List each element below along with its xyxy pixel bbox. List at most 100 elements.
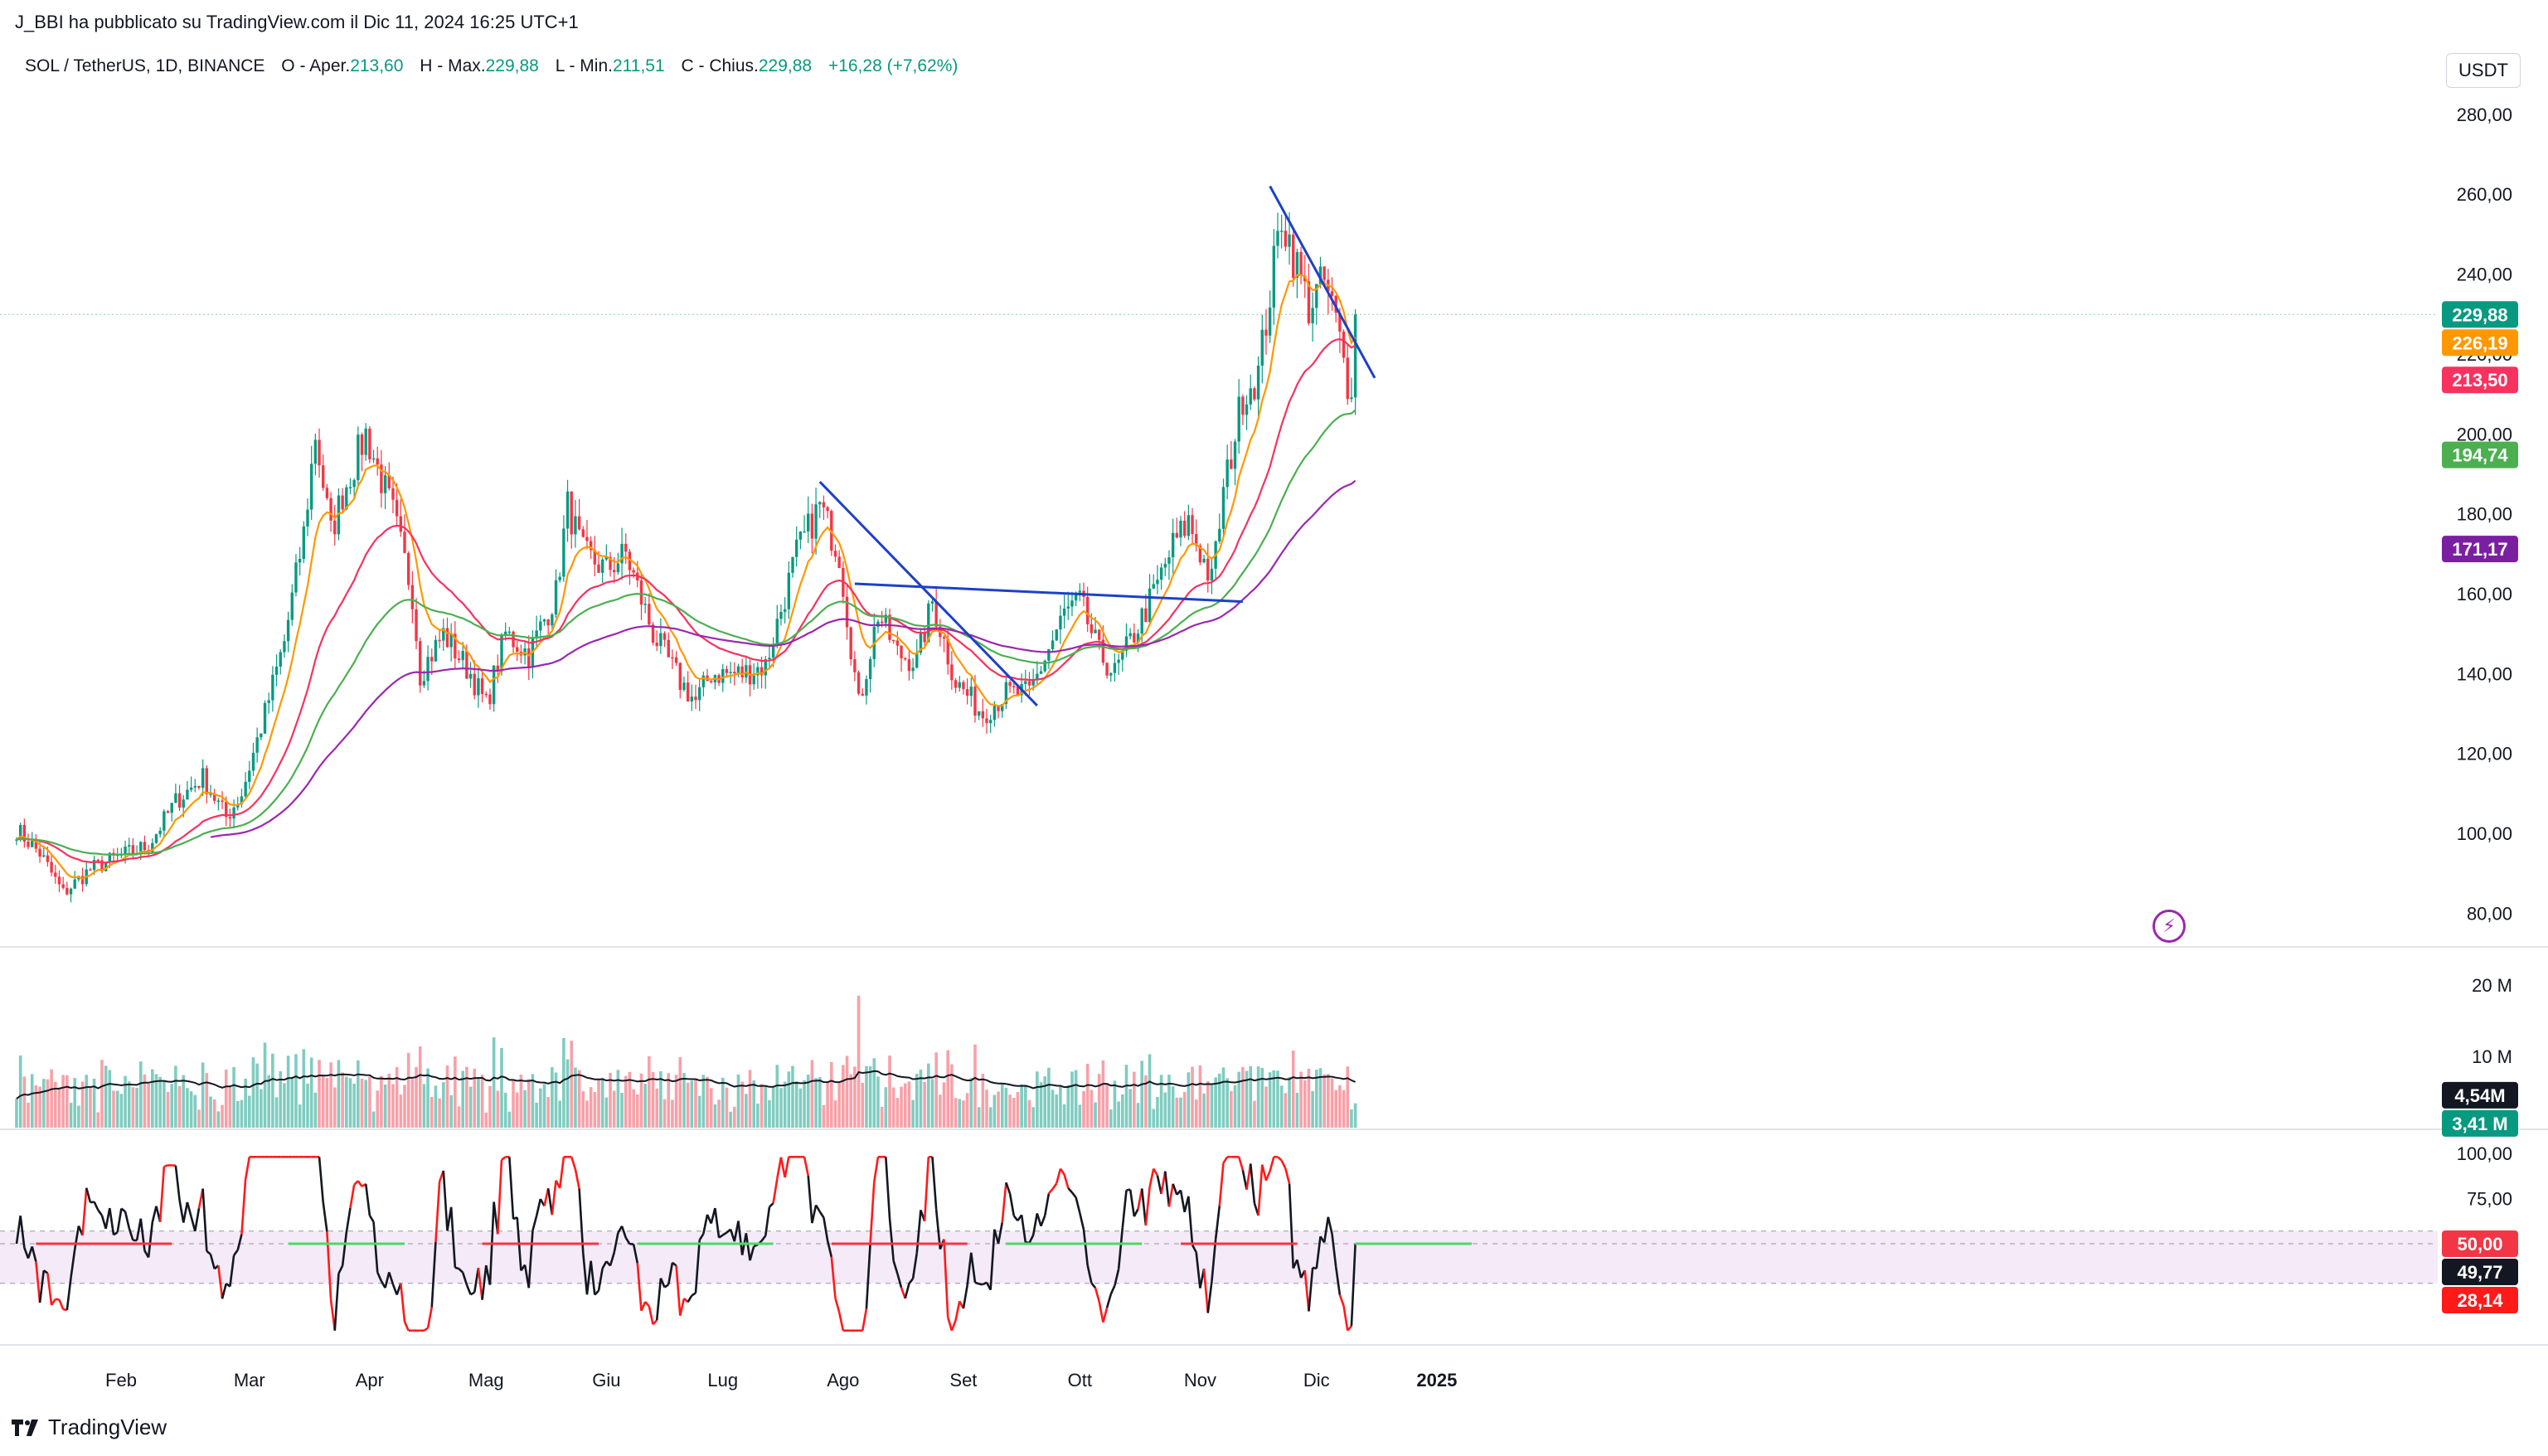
oscillator-segment: [694, 1240, 701, 1293]
oscillator-segment: [1308, 1267, 1314, 1312]
oscillator-segment: [624, 1237, 631, 1245]
volume-bar: [345, 1076, 348, 1128]
volume-bar: [321, 1075, 325, 1128]
volume-bar: [228, 1086, 232, 1128]
candle-body: [1353, 314, 1357, 398]
volume-average-line: [16, 1070, 1356, 1099]
candle-body: [151, 842, 154, 852]
oscillator-segment: [1264, 1170, 1271, 1182]
volume-bar: [604, 1097, 609, 1128]
volume-bar: [147, 1083, 150, 1128]
volume-bar: [1167, 1075, 1171, 1128]
candle-body: [1241, 396, 1245, 415]
candle-body: [322, 465, 325, 488]
volume-bar: [77, 1105, 80, 1128]
volume-bar: [1105, 1084, 1109, 1128]
volume-bar: [1109, 1109, 1113, 1128]
candle-body: [205, 768, 209, 794]
volume-bar: [527, 1079, 531, 1128]
candle-body: [814, 504, 818, 539]
volume-bar: [768, 1099, 771, 1128]
oscillator-segment: [1303, 1269, 1310, 1312]
candle-body: [488, 694, 492, 705]
volume-bar: [950, 1064, 954, 1128]
oscillator-segment: [1128, 1189, 1136, 1217]
currency-button[interactable]: USDT: [2446, 53, 2521, 88]
price-tick-label: 200,00: [2457, 424, 2512, 444]
volume-bar: [1288, 1077, 1291, 1128]
volume-bar: [1144, 1075, 1148, 1128]
volume-bar: [822, 1104, 826, 1128]
oscillator-line: [15, 1155, 1472, 1332]
oscillator-segment: [1214, 1206, 1221, 1240]
volume-bar: [387, 1073, 391, 1128]
oscillator-segment: [178, 1200, 185, 1223]
candle-body: [527, 648, 531, 667]
oscillator-segment: [233, 1249, 239, 1256]
oscillator-segment: [1338, 1294, 1345, 1307]
oscillator-segment: [201, 1188, 208, 1251]
ema-60-line: [16, 409, 1357, 856]
oscillator-segment: [1040, 1215, 1046, 1227]
volume-bar: [1059, 1086, 1062, 1128]
oscillator-segment: [865, 1243, 871, 1309]
ema-30-line: [16, 337, 1357, 864]
volume-bar: [274, 1097, 279, 1128]
oscillator-segment: [814, 1204, 821, 1213]
oscillator-segment: [66, 1277, 72, 1310]
bolt-icon[interactable]: ⚡: [2152, 910, 2186, 943]
volume-bar: [810, 1060, 814, 1128]
volume-bar: [725, 1087, 729, 1128]
candle-body: [1253, 388, 1256, 400]
oscillator-segment: [597, 1268, 604, 1291]
volume-bar: [403, 1085, 406, 1128]
candle-body: [473, 673, 476, 696]
candle-body: [461, 651, 464, 661]
volume-bar: [891, 1087, 895, 1128]
candle-body: [96, 860, 99, 861]
oscillator-segment: [570, 1156, 577, 1170]
candle-body: [484, 693, 488, 696]
volume-bar: [985, 1090, 988, 1128]
oscillator-segment: [221, 1283, 227, 1299]
candle-body: [209, 794, 212, 795]
oscillator-tag: 28,14: [2457, 1290, 2503, 1311]
candle-body: [1159, 567, 1163, 580]
candle-body: [201, 768, 205, 789]
oscillator-segment: [1148, 1168, 1155, 1188]
volume-bar: [341, 1072, 344, 1128]
volume-bar: [648, 1056, 651, 1128]
oscillator-segment: [779, 1157, 786, 1178]
volume-bar: [907, 1081, 911, 1128]
volume-bar: [1350, 1109, 1353, 1128]
volume-tag: 3,41 M: [2452, 1114, 2507, 1134]
oscillator-segment: [954, 1301, 961, 1321]
volume-bar: [1323, 1074, 1326, 1128]
oscillator-segment: [698, 1233, 705, 1241]
oscillator-segment: [1140, 1188, 1148, 1226]
price-tick-label: 180,00: [2457, 504, 2512, 525]
volume-bar: [764, 1085, 768, 1128]
candle-body: [907, 659, 911, 672]
oscillator-segment: [962, 1285, 968, 1309]
candle-body: [993, 706, 997, 721]
oscillator-segment: [989, 1229, 996, 1290]
volume-bar: [678, 1057, 682, 1128]
oscillator-segment: [772, 1178, 779, 1204]
candle-body: [131, 845, 135, 854]
volume-bar: [1124, 1065, 1128, 1128]
volume-bar: [779, 1088, 783, 1128]
candle-body: [403, 531, 406, 553]
price-tag: 171,17: [2452, 539, 2507, 560]
oscillator-segment: [388, 1271, 395, 1285]
volume-bar: [18, 1055, 22, 1128]
volume-bar: [244, 1078, 247, 1128]
oscillator-segment: [1067, 1187, 1073, 1194]
oscillator-segment: [481, 1264, 488, 1300]
volume-bar: [422, 1084, 426, 1128]
candle-body: [581, 529, 585, 537]
candle-body: [18, 824, 22, 840]
candle-body: [546, 619, 550, 626]
volume-bar: [690, 1080, 694, 1128]
